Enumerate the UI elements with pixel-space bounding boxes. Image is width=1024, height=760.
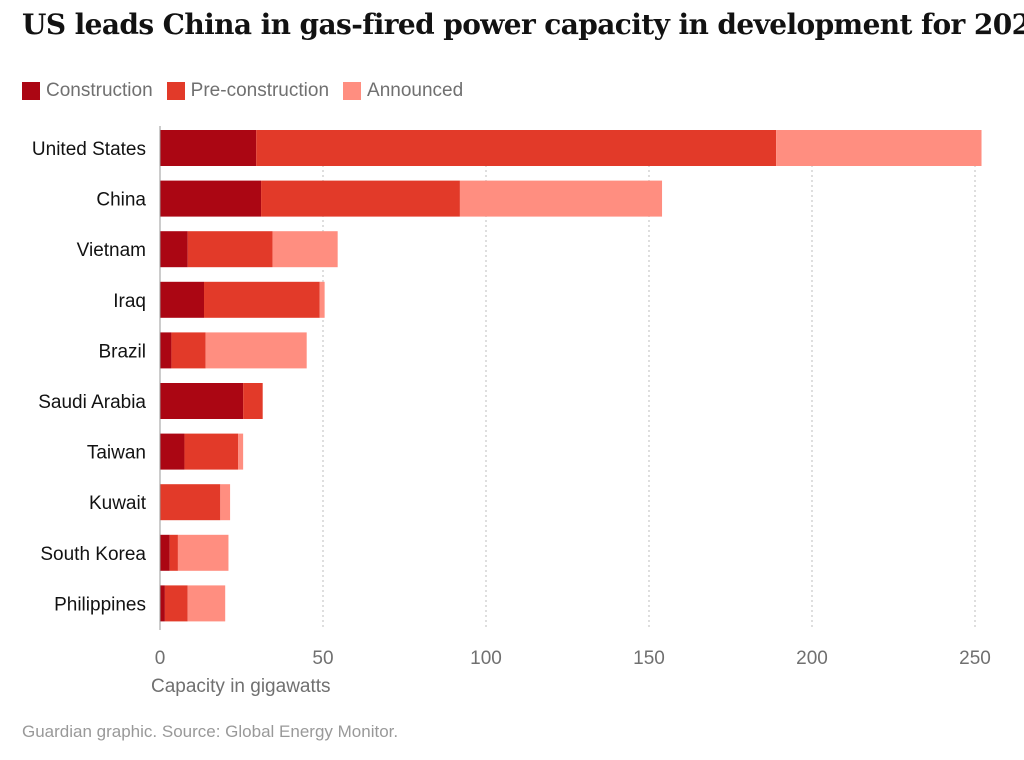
bar-south-korea-pre-construction bbox=[169, 534, 178, 571]
legend-item-announced: Announced bbox=[343, 80, 463, 102]
bar-chart: United States China Vietnam Iraq Brazil Saudi… bbox=[32, 126, 991, 697]
bar-united-states-pre-construction bbox=[256, 130, 777, 166]
legend-label-announced: Announced bbox=[367, 80, 464, 101]
bar-taiwan-pre-construction bbox=[184, 433, 239, 470]
bar-saudi-arabia-construction bbox=[160, 383, 244, 419]
x-tick-label: 50 bbox=[312, 648, 333, 669]
legend: Construction Pre-construction Announced bbox=[22, 80, 463, 102]
x-axis-title: Capacity in gigawatts bbox=[151, 676, 331, 697]
bar-iraq-announced bbox=[319, 281, 325, 318]
legend-swatch-construction bbox=[22, 82, 40, 100]
x-tick-label: 150 bbox=[633, 648, 665, 669]
category-label: Taiwan bbox=[87, 443, 146, 464]
bar-philippines-pre-construction bbox=[164, 585, 188, 622]
x-tick-label: 0 bbox=[155, 648, 166, 669]
bar-china-construction bbox=[160, 180, 262, 217]
bar-kuwait-announced bbox=[220, 484, 231, 521]
bar-south-korea-construction bbox=[160, 534, 170, 571]
bar-saudi-arabia-pre-construction bbox=[243, 383, 263, 419]
legend-label-construction: Construction bbox=[46, 80, 153, 101]
chart-title: US leads China in gas-fired power capaci… bbox=[22, 8, 1024, 41]
bar-brazil-announced bbox=[205, 332, 307, 369]
category-label: Vietnam bbox=[77, 240, 146, 261]
bar-china-pre-construction bbox=[261, 180, 460, 217]
category-label: Kuwait bbox=[89, 493, 147, 514]
category-label: Iraq bbox=[113, 291, 146, 312]
category-label: China bbox=[96, 190, 146, 211]
x-tick-label: 250 bbox=[959, 648, 991, 669]
legend-item-pre-construction: Pre-construction bbox=[166, 80, 330, 102]
bar-south-korea-announced bbox=[177, 534, 229, 571]
legend-swatch-pre-construction bbox=[166, 82, 185, 100]
category-label: Brazil bbox=[98, 341, 146, 362]
bar-united-states-announced bbox=[776, 130, 982, 166]
bar-vietnam-pre-construction bbox=[187, 231, 273, 268]
x-tick-label: 200 bbox=[796, 648, 828, 669]
bar-vietnam-construction bbox=[160, 231, 188, 268]
category-label: Saudi Arabia bbox=[38, 392, 146, 413]
bar-brazil-construction bbox=[160, 332, 172, 369]
bar-philippines-announced bbox=[187, 585, 226, 622]
legend-swatch-announced bbox=[343, 82, 362, 100]
bar-kuwait-pre-construction bbox=[160, 484, 221, 521]
x-tick-label: 100 bbox=[470, 648, 502, 669]
bar-vietnam-announced bbox=[272, 231, 338, 268]
bar-taiwan-construction bbox=[160, 433, 185, 470]
bar-iraq-construction bbox=[160, 281, 205, 318]
source-note: Guardian graphic. Source: Global Energy … bbox=[22, 722, 399, 741]
bar-china-announced bbox=[459, 180, 663, 217]
bar-philippines-construction bbox=[160, 585, 165, 622]
category-label: United States bbox=[32, 139, 146, 160]
legend-item-construction: Construction bbox=[22, 80, 153, 102]
bar-taiwan-announced bbox=[238, 433, 244, 470]
bar-brazil-pre-construction bbox=[171, 332, 206, 369]
legend-label-pre-construction: Pre-construction bbox=[190, 80, 330, 101]
bar-united-states-construction bbox=[160, 130, 257, 166]
category-label: South Korea bbox=[40, 544, 146, 565]
category-label: Philippines bbox=[54, 594, 146, 615]
bar-iraq-pre-construction bbox=[204, 281, 320, 318]
